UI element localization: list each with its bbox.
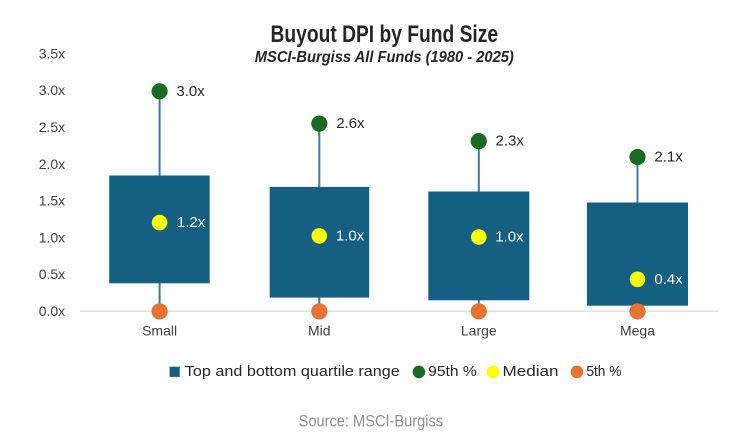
svg-text:1.0x: 1.0x	[336, 228, 365, 245]
svg-text:Source: MSCI-Burgiss: Source: MSCI-Burgiss	[299, 412, 444, 431]
svg-text:2.5x: 2.5x	[39, 119, 65, 135]
svg-text:2.6x: 2.6x	[336, 115, 365, 132]
svg-text:Median: Median	[503, 364, 559, 380]
svg-text:0.0x: 0.0x	[39, 303, 65, 319]
svg-text:2.3x: 2.3x	[496, 133, 525, 150]
svg-text:3.0x: 3.0x	[176, 83, 205, 100]
svg-text:Top and bottom quartile range: Top and bottom quartile range	[185, 364, 400, 380]
svg-text:2.0x: 2.0x	[39, 156, 65, 172]
svg-text:3.5x: 3.5x	[39, 45, 65, 61]
svg-text:Large: Large	[461, 323, 497, 339]
svg-text:Mid: Mid	[308, 323, 331, 339]
svg-text:0.5x: 0.5x	[39, 266, 65, 282]
svg-text:95th %: 95th %	[428, 364, 477, 380]
svg-text:2.1x: 2.1x	[654, 149, 683, 166]
svg-text:1.0x: 1.0x	[495, 229, 524, 246]
svg-text:Mega: Mega	[620, 323, 655, 339]
svg-text:MSCI-Burgiss All Funds (1980 -: MSCI-Burgiss All Funds (1980 - 2025)	[255, 49, 514, 66]
svg-text:1.2x: 1.2x	[177, 214, 206, 231]
svg-text:1.0x: 1.0x	[39, 229, 65, 245]
svg-text:0.4x: 0.4x	[654, 271, 683, 288]
svg-text:5th %: 5th %	[586, 364, 621, 380]
svg-text:3.0x: 3.0x	[39, 82, 65, 98]
svg-text:1.5x: 1.5x	[39, 193, 65, 209]
svg-text:Small: Small	[142, 323, 177, 339]
svg-text:Buyout DPI by Fund Size: Buyout DPI by Fund Size	[271, 21, 499, 48]
